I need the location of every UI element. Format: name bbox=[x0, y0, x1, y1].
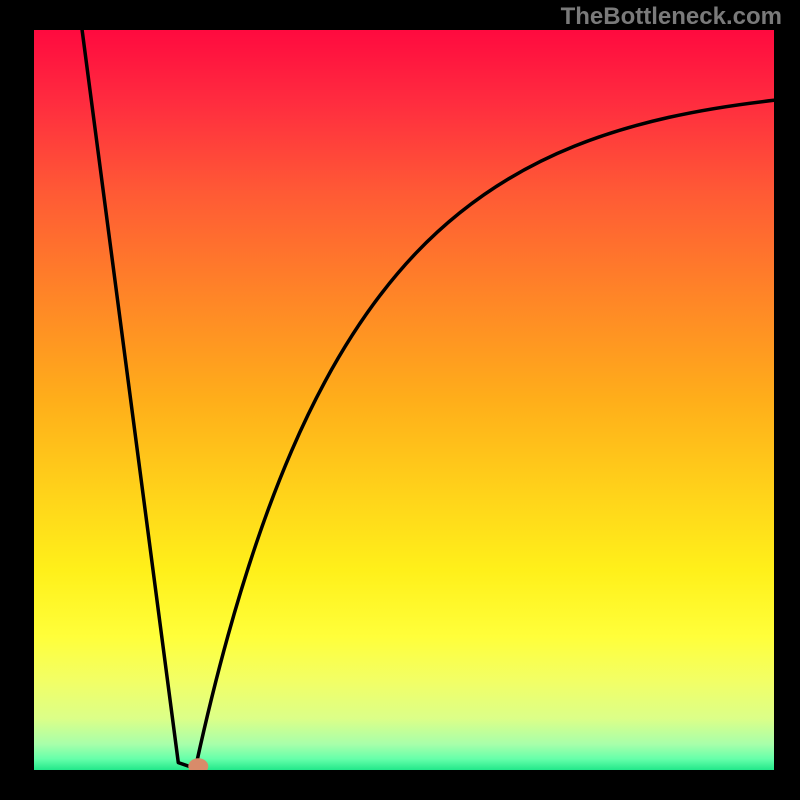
bottleneck-plot bbox=[34, 30, 774, 770]
watermark-text: TheBottleneck.com bbox=[561, 3, 782, 31]
plot-background bbox=[34, 30, 774, 770]
chart-frame: TheBottleneck.com bbox=[0, 0, 800, 800]
